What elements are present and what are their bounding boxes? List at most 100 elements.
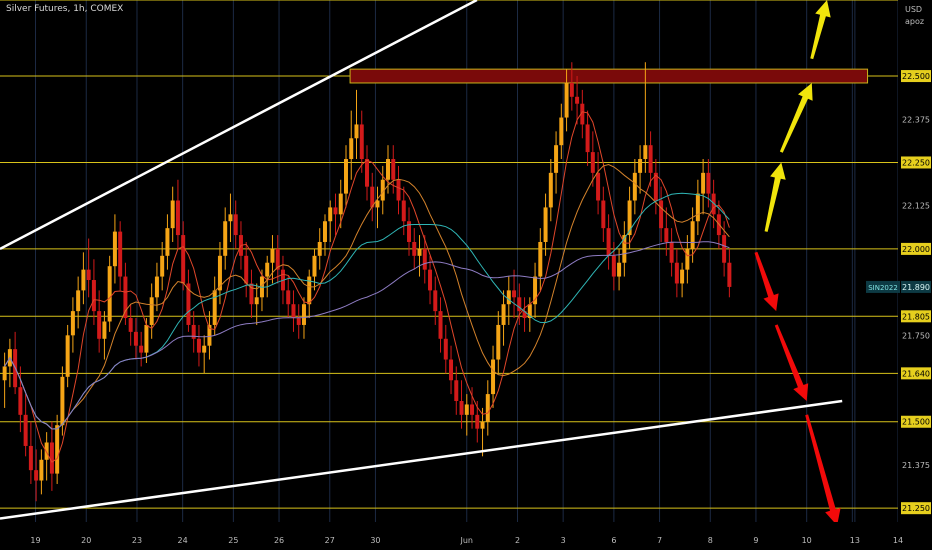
candle-body — [118, 231, 123, 277]
candle-body — [228, 214, 233, 222]
arrow-down — [754, 251, 779, 312]
candle-body — [412, 241, 417, 256]
candle-body — [65, 335, 70, 377]
candle-body — [44, 442, 49, 460]
grid-lines — [35, 0, 899, 522]
candle-body — [112, 231, 117, 267]
candle-body — [149, 297, 154, 325]
candle-body — [501, 304, 506, 325]
candle-body — [611, 255, 616, 277]
time-tick-label: 2 — [515, 536, 520, 545]
candle-body — [522, 311, 527, 319]
price-tick-label: 22.250 — [902, 158, 930, 167]
candle-body — [449, 359, 454, 381]
candle-body — [711, 193, 716, 215]
arrow-up — [810, 0, 831, 60]
resistance-zone — [349, 68, 869, 84]
candle-body — [428, 269, 433, 291]
candle-body — [233, 214, 238, 236]
price-axis-bg — [898, 0, 932, 550]
candle-body — [396, 179, 401, 201]
candle-body — [76, 290, 81, 312]
time-tick-label: 13 — [850, 536, 860, 545]
candle-body — [2, 366, 7, 381]
time-tick-label: 20 — [81, 536, 91, 545]
candle-body — [512, 290, 517, 298]
candle-body — [559, 117, 564, 146]
candle-body — [154, 276, 159, 298]
time-axis: 19 20 23 24 25 26 27 30 Jun 2 3 6 7 8 9 10 13 14 — [0, 522, 932, 550]
axis-author: apoz — [905, 17, 924, 26]
arrow-down — [805, 414, 841, 526]
candle-body — [722, 235, 727, 263]
time-tick-label: Jun — [460, 536, 474, 545]
candle-body — [596, 172, 601, 201]
candle-body — [181, 235, 186, 284]
price-axis: USD apoz 22.500 22.375 22.250 22.125 22.000 21.… — [866, 0, 932, 550]
time-tick-label: 27 — [325, 536, 335, 545]
moving-average-line — [4, 241, 730, 430]
candle-body — [380, 179, 385, 201]
price-label-box — [901, 415, 931, 428]
time-tick-label: 7 — [657, 536, 662, 545]
candle-body — [286, 290, 291, 305]
candle-body — [606, 228, 611, 256]
candle-body — [186, 283, 191, 325]
last-price-symbol-box — [866, 280, 900, 293]
candle-body — [60, 376, 65, 426]
candle-body — [695, 193, 700, 222]
candle-body — [438, 311, 443, 339]
candle-body — [312, 255, 317, 277]
arrow-down — [774, 324, 809, 401]
candle-body — [569, 82, 574, 97]
time-tick-label: 25 — [228, 536, 238, 545]
forecast-arrows — [754, 0, 841, 526]
candle-body — [422, 248, 427, 270]
candle-body — [328, 207, 333, 222]
candle-body — [664, 228, 669, 242]
price-label-box — [901, 310, 931, 323]
candle-body — [81, 269, 86, 291]
candle-body — [175, 200, 180, 236]
candle-body — [617, 262, 622, 277]
axis-currency: USD — [905, 5, 922, 14]
candle-body — [39, 459, 44, 481]
price-tick-label: 21.750 — [902, 331, 930, 340]
candle-body — [317, 241, 322, 256]
time-tick-label: 8 — [708, 536, 713, 545]
candle-body — [307, 276, 312, 305]
candle-body — [338, 193, 343, 215]
candle-body — [165, 228, 170, 256]
candle-body — [401, 200, 406, 222]
price-label-box — [901, 242, 931, 255]
candle-body — [690, 221, 695, 249]
candle-body — [475, 414, 480, 429]
time-tick-label: 23 — [132, 536, 142, 545]
candle-body — [527, 304, 532, 319]
trendline — [0, 0, 478, 251]
candle-body — [674, 262, 679, 284]
candle-body — [701, 172, 706, 194]
candle-body — [480, 421, 485, 429]
resistance-zone-rect — [349, 68, 869, 84]
time-tick-label: 19 — [30, 536, 40, 545]
candle-body — [359, 124, 364, 160]
trendlines — [0, 0, 843, 520]
candle-body — [296, 318, 301, 325]
candle-body — [249, 283, 254, 305]
candle-body — [622, 235, 627, 263]
candle-body — [543, 207, 548, 242]
chart-title: Silver Futures, 1h, COMEX — [6, 4, 124, 14]
candle-body — [643, 145, 648, 160]
candle-body — [443, 338, 448, 360]
candle-body — [34, 470, 39, 481]
candle-body — [627, 200, 632, 236]
candle-body — [538, 241, 543, 277]
moving-average-line — [4, 163, 730, 430]
candle-body — [55, 425, 60, 474]
candle-body — [464, 404, 469, 415]
candle-body — [107, 266, 112, 322]
candle-body — [386, 159, 391, 180]
candle-body — [139, 345, 144, 353]
